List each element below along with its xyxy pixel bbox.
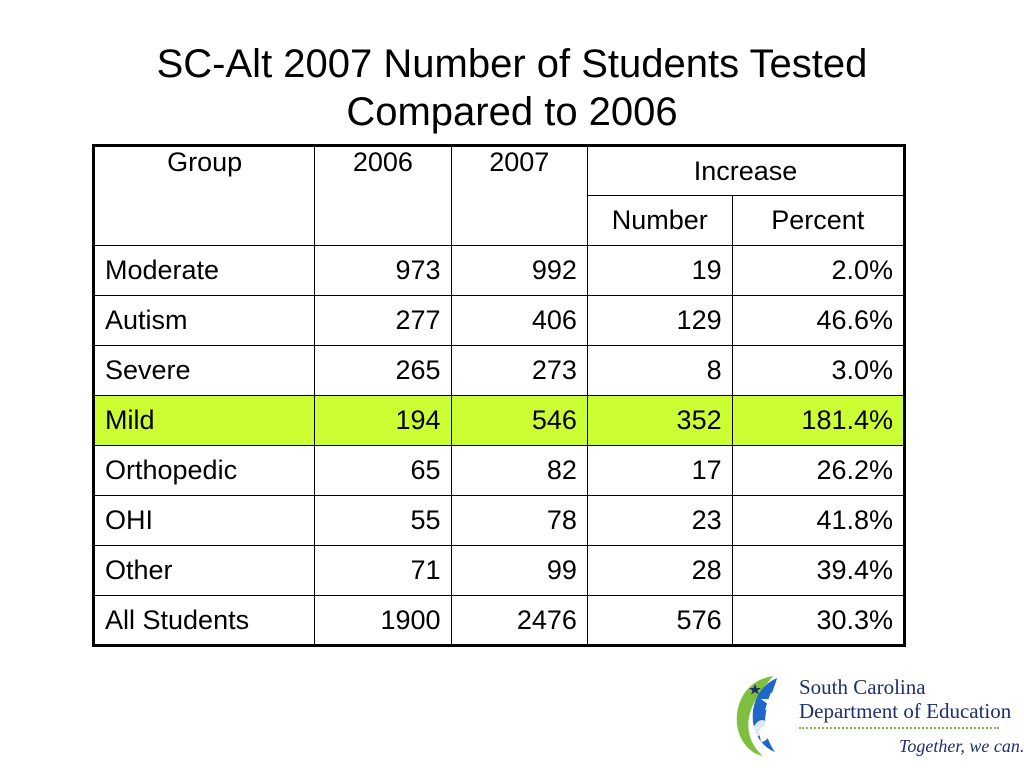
cell-percent: 46.6% — [731, 295, 906, 346]
cell-y2007: 992 — [450, 245, 588, 296]
cell-y2006: 65 — [314, 445, 452, 496]
header-increase: Increase — [586, 145, 906, 196]
slide-title-line-2: Compared to 2006 — [346, 90, 678, 134]
cell-y2006: 1900 — [314, 595, 452, 646]
cell-number: 19 — [586, 245, 733, 296]
table-row: Other 71 99 28 39.4% — [92, 545, 906, 596]
logo-divider — [799, 727, 999, 729]
header-2007: 2007 — [450, 145, 588, 246]
cell-group: Other — [92, 545, 316, 596]
cell-y2006: 973 — [314, 245, 452, 296]
table-row: Severe 265 273 8 3.0% — [92, 345, 906, 396]
cell-percent: 2.0% — [731, 245, 906, 296]
cell-percent: 30.3% — [731, 595, 906, 646]
table-row: OHI 55 78 23 41.8% — [92, 495, 906, 546]
cell-y2006: 277 — [314, 295, 452, 346]
table-header-row: Group 2006 2007 Increase — [92, 145, 906, 246]
star-hands-logo-icon — [736, 676, 781, 756]
table-body: Moderate 973 992 19 2.0% Autism 277 406 129 46.6%… — [92, 245, 906, 646]
cell-y2006: 55 — [314, 495, 452, 546]
cell-percent: 26.2% — [731, 445, 906, 496]
cell-percent: 39.4% — [731, 545, 906, 596]
cell-percent: 41.8% — [731, 495, 906, 546]
header-group: Group — [92, 145, 316, 246]
cell-group: Mild — [92, 395, 316, 446]
header-2006: 2006 — [314, 145, 452, 246]
logo-text-line-1: South Carolina — [799, 675, 926, 699]
cell-y2007: 99 — [450, 545, 588, 596]
logo-text-line-2: Department of Education — [799, 699, 1012, 723]
header-number: Number — [586, 195, 733, 246]
table-subheader-row: Number Percent — [94, 195, 906, 246]
cell-y2006: 194 — [314, 395, 452, 446]
cell-y2007: 82 — [450, 445, 588, 496]
header-percent: Percent — [731, 195, 906, 246]
cell-y2007: 546 — [450, 395, 588, 446]
cell-number: 17 — [586, 445, 733, 496]
table-row: Orthopedic 65 82 17 26.2% — [92, 445, 906, 496]
cell-y2007: 273 — [450, 345, 588, 396]
cell-number: 576 — [586, 595, 733, 646]
table-row: All Students 1900 2476 576 30.3% — [92, 595, 906, 646]
slide-title: SC-Alt 2007 Number of Students Tested Co… — [0, 40, 1024, 136]
cell-number: 352 — [586, 395, 733, 446]
cell-y2006: 265 — [314, 345, 452, 396]
cell-percent: 181.4% — [731, 395, 906, 446]
cell-y2006: 71 — [314, 545, 452, 596]
cell-number: 23 — [586, 495, 733, 546]
logo-tagline: Together, we can. — [899, 736, 1024, 756]
table-row: Autism 277 406 129 46.6% — [92, 295, 906, 346]
cell-y2007: 78 — [450, 495, 588, 546]
cell-number: 8 — [586, 345, 733, 396]
cell-group: Severe — [92, 345, 316, 396]
cell-number: 28 — [586, 545, 733, 596]
cell-number: 129 — [586, 295, 733, 346]
cell-y2007: 406 — [450, 295, 588, 346]
slide-title-line-1: SC-Alt 2007 Number of Students Tested — [156, 42, 868, 86]
cell-group: OHI — [92, 495, 316, 546]
cell-group: Orthopedic — [92, 445, 316, 496]
cell-group: All Students — [92, 595, 316, 646]
cell-y2007: 2476 — [450, 595, 588, 646]
table-row: Mild 194 546 352 181.4% — [92, 395, 906, 446]
cell-group: Moderate — [92, 245, 316, 296]
sc-department-of-education-logo: South Carolina Department of Education T… — [733, 670, 1024, 762]
table-row: Moderate 973 992 19 2.0% — [92, 245, 906, 296]
cell-group: Autism — [92, 295, 316, 346]
students-tested-table: Group 2006 2007 Increase Number Percent … — [92, 144, 906, 647]
cell-percent: 3.0% — [731, 345, 906, 396]
